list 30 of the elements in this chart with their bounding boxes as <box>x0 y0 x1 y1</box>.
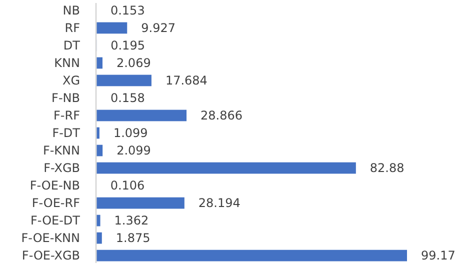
y-tick-label: XG <box>62 73 80 88</box>
data-label: 17.684 <box>165 73 208 88</box>
y-tick-label: F-XGB <box>44 161 80 176</box>
data-label: 0.195 <box>110 38 145 52</box>
y-tick-label: F-OE-NB <box>30 178 80 193</box>
data-label: 28.194 <box>198 196 240 210</box>
data-label: 0.106 <box>110 178 145 193</box>
data-label: 1.875 <box>116 231 150 246</box>
y-tick-label: F-RF <box>54 108 80 122</box>
data-label: 2.069 <box>116 56 151 70</box>
y-tick-label: F-OE-XGB <box>22 248 80 263</box>
data-label: 28.866 <box>200 108 243 122</box>
y-tick-label: KNN <box>54 56 80 70</box>
y-tick-label: NB <box>62 3 80 18</box>
y-tick-label: F-OE-RF <box>32 196 80 210</box>
y-tick-label: RF <box>64 20 80 35</box>
y-tick-label: F-KNN <box>42 144 80 158</box>
data-label: 1.362 <box>114 214 149 228</box>
data-label: 99.17 <box>421 248 456 263</box>
data-label: 0.158 <box>110 90 145 105</box>
data-label: 2.099 <box>116 144 151 158</box>
data-label: 0.153 <box>110 3 145 18</box>
data-label: 82.88 <box>370 161 404 176</box>
y-tick-label: DT <box>63 38 81 52</box>
y-tick-label: F-OE-KNN <box>21 231 80 246</box>
y-tick-label: F-DT <box>52 126 81 140</box>
data-label: 9.927 <box>141 20 176 35</box>
y-tick-label: F-NB <box>52 90 80 105</box>
data-label: 1.099 <box>113 126 148 140</box>
y-tick-label: F-OE-DT <box>30 214 81 228</box>
